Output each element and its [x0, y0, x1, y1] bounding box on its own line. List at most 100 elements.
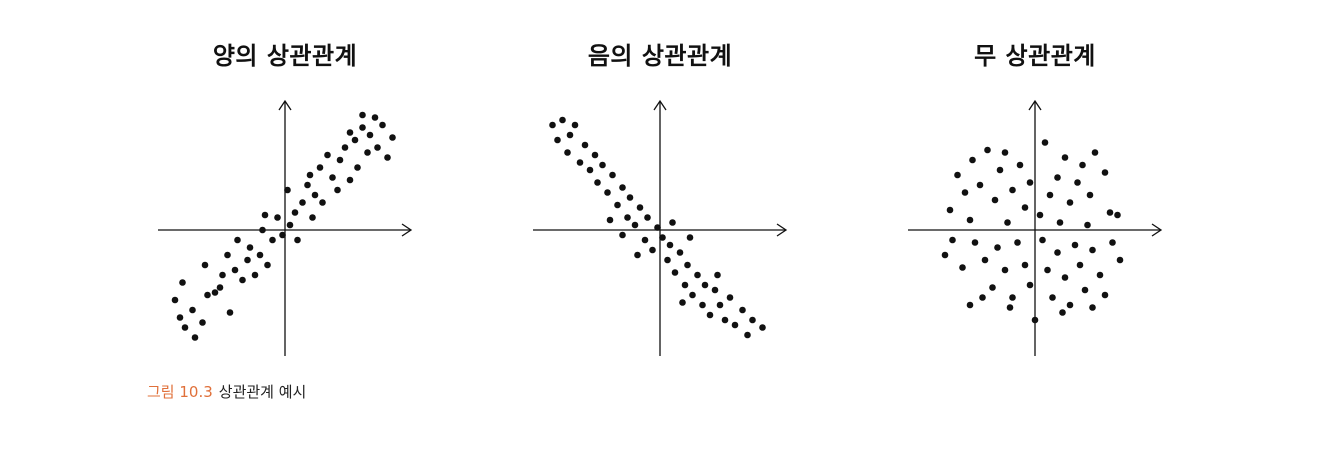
data-point	[759, 324, 766, 331]
data-point	[714, 271, 721, 279]
chart-title: 무 상관관계	[974, 42, 1096, 70]
data-point	[711, 286, 719, 294]
data-point	[364, 149, 371, 156]
data-point	[239, 276, 246, 284]
data-point	[726, 294, 734, 301]
scatter-plot	[158, 99, 413, 356]
data-point	[259, 226, 266, 234]
data-point	[1089, 304, 1096, 311]
y-axis-arrow	[1028, 99, 1042, 111]
data-point	[1054, 249, 1061, 256]
data-point	[284, 186, 291, 194]
data-point	[371, 114, 379, 121]
data-point	[201, 261, 209, 269]
chart-no-correlation: 무 상관관계	[870, 30, 1200, 370]
data-point	[594, 179, 601, 186]
data-point	[346, 176, 354, 184]
x-axis-arrow	[776, 223, 788, 237]
data-point	[384, 154, 391, 161]
data-point	[234, 236, 241, 244]
data-point	[634, 251, 641, 259]
data-point	[1101, 291, 1109, 299]
data-point	[181, 324, 189, 331]
data-point	[954, 171, 961, 179]
data-point	[189, 306, 196, 314]
data-point	[979, 294, 986, 301]
data-point	[199, 319, 206, 326]
data-point	[959, 264, 966, 271]
data-point	[566, 131, 574, 139]
data-point	[1026, 179, 1034, 186]
data-point	[216, 284, 224, 291]
data-point	[619, 231, 626, 239]
data-point	[294, 236, 301, 244]
data-point	[631, 221, 639, 229]
data-point	[739, 306, 746, 314]
data-point	[716, 301, 724, 309]
data-point	[554, 136, 561, 144]
data-point	[316, 164, 324, 171]
data-point	[329, 174, 336, 181]
data-point	[591, 151, 599, 159]
data-point	[354, 164, 361, 171]
data-point	[1021, 204, 1029, 211]
data-point	[984, 146, 991, 154]
data-point	[699, 301, 706, 309]
data-point	[231, 266, 239, 274]
data-point	[1004, 219, 1011, 226]
data-point	[681, 281, 689, 289]
data-point	[581, 141, 589, 149]
data-point	[671, 269, 679, 276]
data-point	[586, 166, 594, 174]
data-point	[244, 256, 251, 264]
data-point	[1001, 266, 1009, 274]
data-point	[564, 149, 571, 156]
data-point	[549, 121, 556, 129]
data-point	[1086, 191, 1094, 199]
data-point	[219, 271, 226, 279]
data-point	[604, 189, 611, 196]
data-point	[261, 211, 269, 219]
data-point	[274, 214, 281, 221]
data-point	[1109, 239, 1116, 246]
data-point	[941, 251, 949, 259]
data-point	[636, 204, 644, 211]
data-point	[946, 206, 954, 214]
data-point	[171, 296, 179, 304]
data-point	[664, 256, 671, 264]
data-point	[359, 111, 366, 119]
data-point	[251, 271, 259, 279]
data-point	[1049, 294, 1056, 301]
data-point	[576, 159, 584, 166]
data-point	[971, 239, 979, 246]
chart-title: 양의 상관관계	[212, 42, 358, 70]
data-point	[1046, 191, 1054, 199]
data-point	[304, 181, 311, 189]
data-point	[1006, 304, 1014, 311]
data-point	[1061, 274, 1069, 281]
data-point	[291, 209, 299, 216]
data-point	[644, 214, 651, 221]
data-point	[969, 156, 976, 164]
data-point	[966, 301, 974, 309]
data-point	[334, 186, 341, 194]
data-point	[649, 246, 656, 254]
data-point	[1061, 154, 1069, 161]
data-point	[1071, 241, 1079, 249]
data-point	[989, 284, 996, 291]
data-point	[1001, 149, 1009, 156]
data-point	[1009, 294, 1016, 301]
data-point	[359, 124, 366, 131]
data-point	[1106, 209, 1114, 216]
data-point	[706, 311, 714, 319]
data-point	[1066, 301, 1074, 309]
y-axis-arrow	[278, 99, 292, 111]
data-point	[606, 216, 614, 224]
data-point	[689, 291, 696, 299]
data-point	[306, 171, 314, 179]
data-point	[309, 214, 316, 221]
data-point	[994, 244, 1001, 251]
data-point	[1054, 174, 1061, 181]
data-point	[269, 236, 276, 244]
data-point	[1036, 211, 1044, 219]
